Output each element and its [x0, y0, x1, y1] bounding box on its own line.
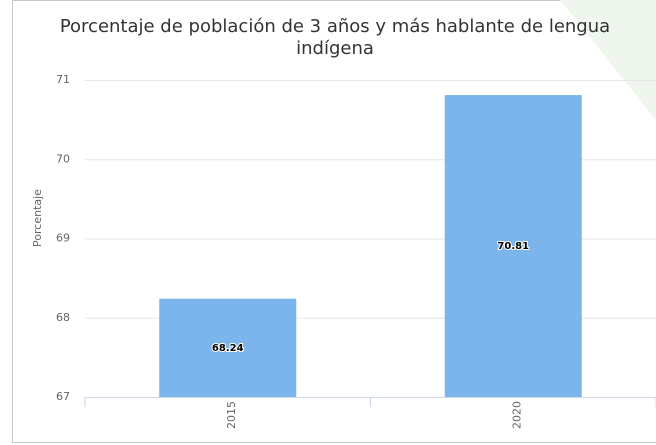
chart-title: Porcentaje de población de 3 años y más … — [59, 16, 611, 59]
x-tick-label: 2020 — [510, 401, 523, 429]
data-label: 70.81 — [497, 241, 529, 252]
y-axis-label: Porcentaje — [31, 189, 44, 247]
y-tick-label: 68 — [56, 311, 70, 324]
background-shape — [560, 0, 656, 120]
data-label: 68.24 — [212, 343, 244, 354]
y-tick-label: 71 — [56, 73, 70, 86]
bar — [444, 95, 582, 398]
x-tick-label: 2015 — [225, 401, 238, 429]
y-tick-label: 67 — [56, 390, 70, 403]
y-tick-label: 70 — [56, 152, 70, 165]
bar — [159, 298, 297, 397]
y-tick-label: 69 — [56, 232, 70, 245]
